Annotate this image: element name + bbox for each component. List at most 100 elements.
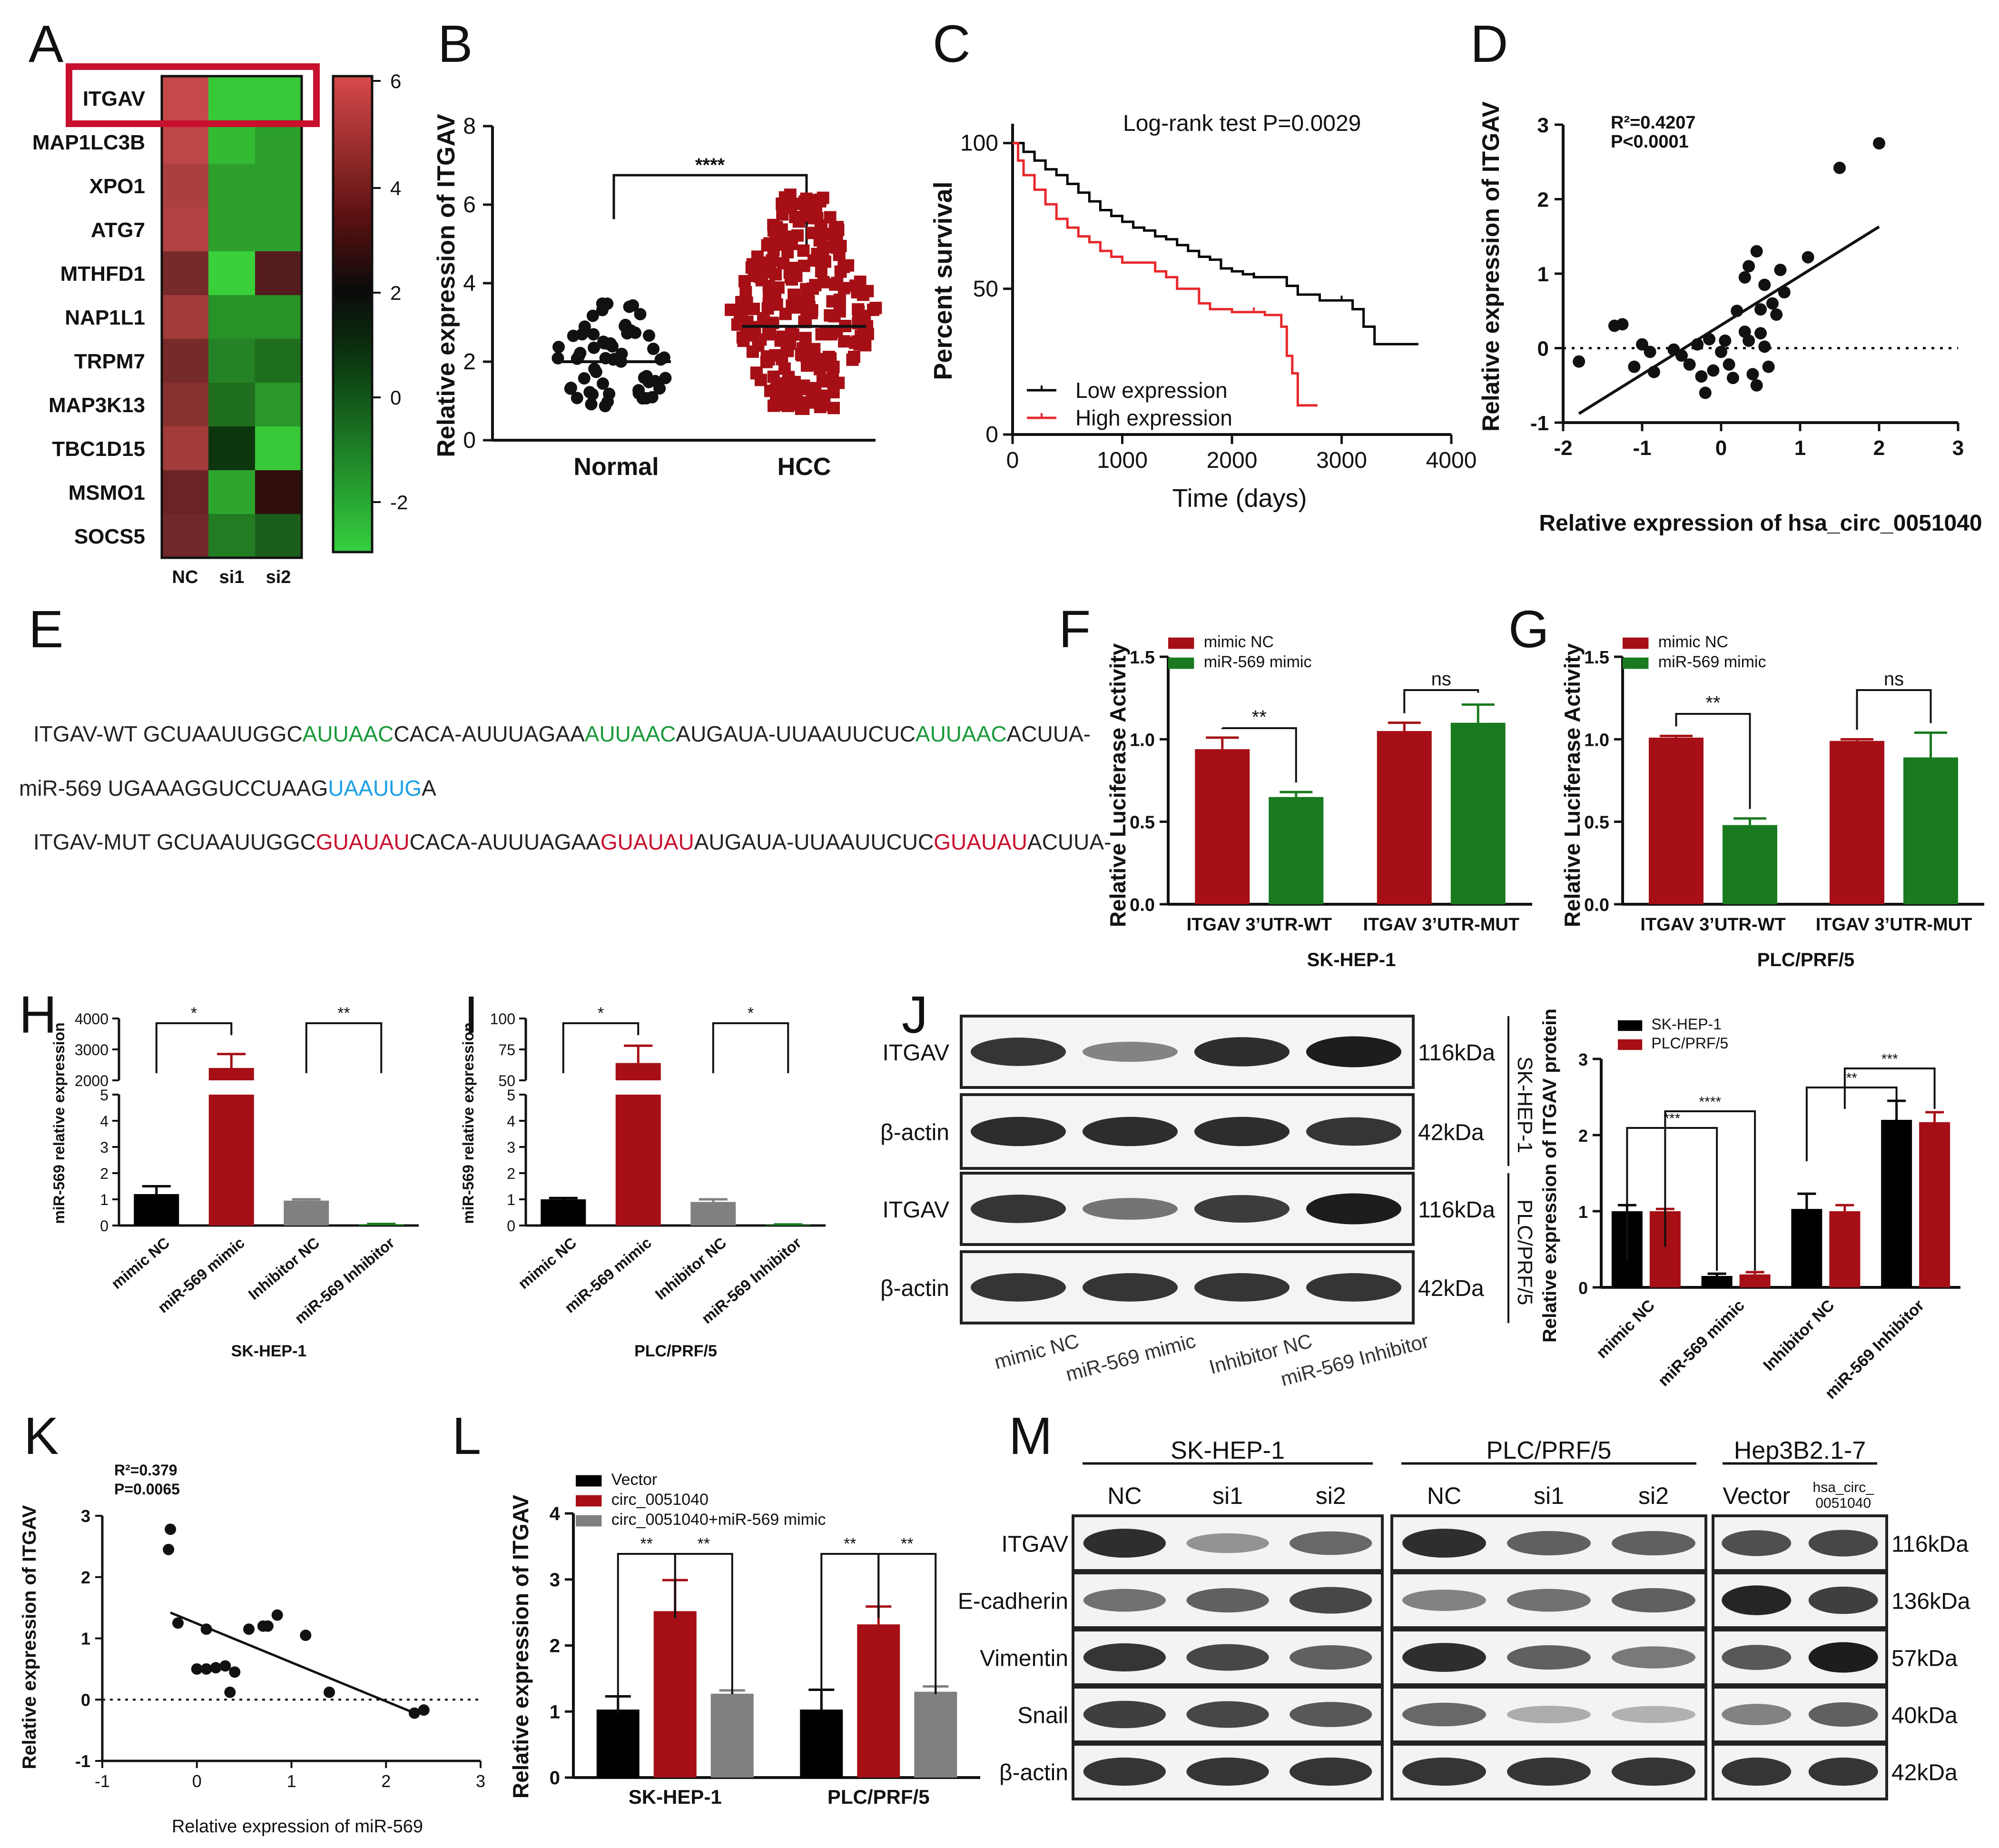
seed-region: AUUAAC: [916, 721, 1007, 746]
bar: [914, 1691, 957, 1778]
data-point: [1715, 346, 1727, 358]
data-point-hcc: [796, 349, 808, 362]
bar: [596, 1710, 640, 1778]
x-axis-title: SK-HEP-1: [1307, 949, 1396, 970]
category-label: ITGAV 3’UTR-WT: [1187, 915, 1332, 935]
category-label: Inhibitor NC: [245, 1234, 323, 1303]
sequence-segment: ACUUA-: [1007, 721, 1091, 746]
blot-band: [971, 1273, 1066, 1302]
category-label: PLC/PRF/5: [827, 1786, 930, 1808]
significance-label: *: [598, 1004, 604, 1022]
heatmap-cell: [255, 339, 302, 383]
data-point-hcc: [740, 296, 753, 309]
significance-label: *: [748, 1004, 754, 1022]
blot-band: [1612, 1588, 1695, 1613]
heatmap-cell: [162, 426, 208, 470]
panel-a-heatmap: ITGAV MAP1LC3B XPO1 ATG7 MTHFD1 NAP1L1 TRPM7 MA…: [32, 63, 408, 587]
y-tick-label: 1: [1578, 1202, 1588, 1222]
blot-band: [1402, 1529, 1486, 1558]
data-point: [1873, 137, 1885, 150]
data-point-hcc: [777, 257, 790, 270]
data-point: [1738, 271, 1751, 284]
bar: [1377, 731, 1432, 904]
y-tick-label: 0: [463, 428, 476, 453]
bar: [1269, 797, 1324, 904]
significance-label: **: [1252, 707, 1267, 728]
blot-band: [1083, 1198, 1178, 1220]
blot-cell-label: SK-HEP-1: [1513, 1057, 1536, 1153]
data-point: [1754, 327, 1767, 340]
y-tick-label: 0: [100, 1217, 108, 1235]
mir569-sequence: miR-569 UGAAAGGUCCUAAGUAAUUGA: [19, 776, 436, 800]
legend-swatch: [1168, 637, 1194, 649]
data-point-hcc: [828, 310, 841, 323]
colorbar-tick-label: -2: [390, 491, 408, 514]
data-point-normal: [590, 366, 602, 378]
heatmap-cell: [208, 251, 255, 295]
y-axis-title: Relative expression of ITGAV: [433, 114, 460, 457]
category-label: ITGAV 3’UTR-MUT: [1816, 915, 1972, 935]
bar: [1701, 1276, 1733, 1287]
data-point: [1703, 333, 1716, 346]
significance-bracket: [1626, 1127, 1718, 1271]
category-label: ITGAV 3’UTR-MUT: [1363, 915, 1519, 935]
data-point: [1675, 349, 1688, 362]
panel-letter-c: C: [933, 15, 970, 73]
data-point: [262, 1620, 274, 1632]
data-point: [1754, 303, 1767, 316]
sequence-segment: CACA-AUUUAGAA: [410, 830, 601, 854]
data-point: [1766, 297, 1779, 310]
blot-band: [1612, 1531, 1695, 1556]
data-point-normal: [578, 320, 591, 333]
blot-strip: [1390, 1686, 1707, 1743]
category-label: SK-HEP-1: [629, 1786, 722, 1808]
data-point: [1719, 334, 1732, 347]
heatmap-cell: [162, 470, 208, 514]
y-tick-label: 0.0: [1584, 895, 1609, 915]
data-point-hcc: [760, 356, 773, 368]
y-tick-label: 2: [463, 349, 476, 375]
y-tick-label: 3: [1537, 114, 1549, 137]
y-tick-label: 6: [463, 192, 476, 217]
sequence-segment: AUGAUA-UUAAUUCUC: [694, 830, 934, 854]
blot-band: [1612, 1646, 1695, 1669]
y-tick-label: 3: [81, 1506, 90, 1526]
x-tick-label: 3000: [1316, 448, 1367, 473]
significance-bracket: [1403, 689, 1479, 713]
y-tick-label: 2000: [75, 1072, 108, 1089]
significance-bracket: [877, 1553, 937, 1694]
data-point: [1802, 251, 1814, 264]
bar: [690, 1202, 736, 1225]
p-value-label: P<0.0001: [1611, 132, 1689, 152]
blot-band: [1083, 1700, 1166, 1729]
x-tick-label: -1: [1633, 436, 1651, 460]
data-point: [1647, 366, 1660, 378]
blot-band: [1194, 1273, 1290, 1302]
blot-band: [971, 1117, 1066, 1146]
data-point: [1758, 340, 1771, 353]
y-tick-label: 1: [81, 1629, 90, 1649]
data-point: [1743, 334, 1755, 347]
data-point: [219, 1660, 231, 1672]
heatmap-cell: [255, 470, 302, 514]
data-point-hcc: [817, 246, 829, 258]
data-point-hcc: [739, 286, 752, 298]
data-point-hcc: [818, 393, 831, 406]
category-label: miR-569 mimic: [1654, 1296, 1748, 1390]
heatmap-cell: [208, 76, 255, 120]
sequence-segment: GCUAAUUGGC: [143, 721, 303, 746]
colorbar: [332, 75, 374, 553]
heatmap-cell: [255, 120, 302, 164]
blot-band: [1083, 1589, 1166, 1612]
data-point-normal: [642, 376, 655, 388]
data-point-normal: [634, 308, 647, 321]
significance-bracket: [1805, 1087, 1898, 1161]
category-label: mimic NC: [108, 1234, 173, 1292]
bar: [800, 1710, 843, 1778]
legend-label: Low expression: [1075, 378, 1228, 403]
blot-band: [1402, 1757, 1486, 1786]
data-point-hcc: [869, 302, 882, 315]
y-tick-label: 100: [490, 1010, 515, 1028]
y-tick-label: 2: [1537, 188, 1549, 212]
